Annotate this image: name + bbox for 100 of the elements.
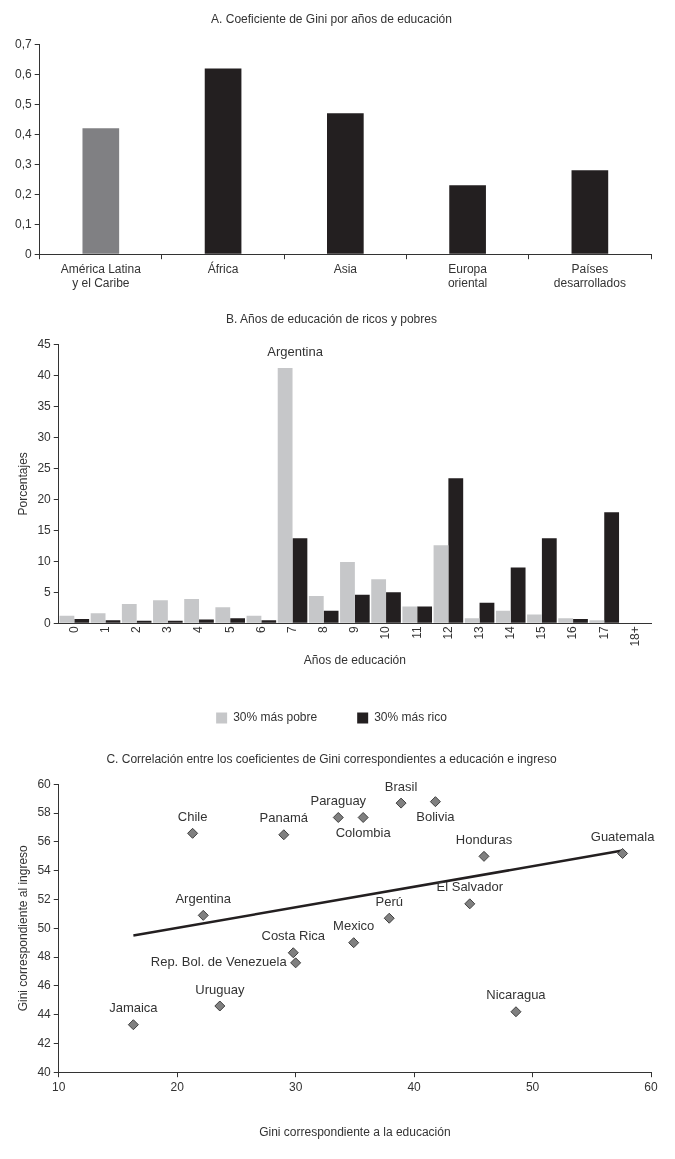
point: [197, 909, 209, 921]
x-tick-label: 20: [170, 1079, 185, 1094]
y-axis-title: Gini correspondiente al ingreso: [15, 844, 30, 1012]
x-tick-label: Europa oriental: [447, 261, 488, 291]
bar: [215, 607, 231, 623]
bar: [74, 618, 90, 623]
chart-title: A. Coeficiente de Gini por años de educación: [211, 11, 452, 26]
y-tick-label: 5: [44, 584, 52, 599]
bar: [386, 592, 401, 623]
x-tick-label: 60: [644, 1079, 658, 1094]
bar: [449, 185, 486, 254]
point: [383, 912, 395, 924]
point: [127, 1019, 139, 1031]
bar: [323, 610, 339, 623]
point: [357, 812, 369, 823]
bar: [589, 620, 605, 623]
point: [187, 827, 199, 839]
bar: [448, 478, 464, 623]
y-tick-label: 0,1: [14, 216, 32, 231]
data-label: Perú: [375, 893, 403, 909]
x-tick-label: 30: [288, 1079, 303, 1094]
bar: [59, 615, 75, 623]
bar: [495, 610, 511, 623]
data-label: Paraguay: [310, 793, 367, 809]
y-tick-label: 44: [37, 1006, 52, 1021]
bar: [571, 170, 609, 254]
x-tick-label: 4: [191, 625, 206, 633]
bar: [90, 613, 106, 623]
x-tick-label: 5: [222, 625, 237, 633]
y-tick-label: 58: [37, 805, 52, 820]
data-label: Uruguay: [195, 981, 245, 997]
y-tick-label: 56: [37, 834, 52, 849]
annotation: Argentina: [267, 343, 324, 359]
x-tick-label: América Latina y el Caribe: [60, 261, 142, 291]
x-tick-label: 50: [525, 1079, 540, 1094]
bar: [204, 68, 242, 254]
x-tick-label: 3: [160, 625, 175, 633]
bar: [340, 561, 355, 623]
x-tick-label: 7: [284, 625, 299, 633]
y-tick-label: 30: [37, 429, 52, 444]
data-label: Argentina: [175, 890, 232, 906]
point: [290, 957, 302, 969]
y-tick-label: 50: [37, 920, 52, 935]
y-tick-label: 40: [37, 1064, 52, 1079]
bar: [184, 599, 200, 623]
point: [278, 829, 290, 841]
bar: [292, 538, 308, 623]
bar: [479, 602, 495, 623]
y-tick-label: 0,2: [14, 186, 32, 201]
bar: [604, 512, 620, 623]
data-label: Colombia: [335, 825, 392, 841]
x-tick-label: 40: [407, 1079, 422, 1094]
y-tick-label: 25: [37, 460, 52, 475]
point: [287, 947, 299, 959]
data-label: El Salvador: [436, 879, 504, 895]
x-tick-label: 10: [378, 625, 393, 640]
bar: [277, 367, 293, 623]
x-tick-label: África: [207, 260, 239, 276]
bar: [558, 618, 574, 623]
y-tick-label: 10: [37, 553, 52, 568]
y-tick-label: 0,6: [14, 66, 32, 81]
y-tick-label: 0,4: [14, 126, 32, 141]
x-tick-label: 14: [503, 625, 518, 640]
point: [395, 797, 407, 809]
bar: [246, 615, 262, 623]
bar: [199, 619, 214, 623]
bar: [573, 618, 588, 623]
bar: [327, 113, 364, 254]
y-tick-label: 0: [24, 246, 32, 261]
data-label: Nicaragua: [486, 987, 547, 1003]
data-label: Honduras: [455, 831, 513, 847]
y-tick-label: 40: [37, 367, 52, 382]
point: [617, 847, 629, 859]
data-label: Bolivia: [416, 809, 456, 825]
x-tick-label: 18+: [627, 626, 642, 647]
legend-label: 30% más rico: [374, 710, 448, 725]
data-label: Guatemala: [590, 829, 656, 845]
y-tick-label: 45: [37, 336, 52, 351]
bar: [153, 600, 168, 623]
bar: [417, 606, 433, 623]
point: [429, 796, 441, 808]
y-tick-label: 0,5: [14, 96, 32, 111]
y-tick-label: 42: [37, 1035, 52, 1050]
y-tick-label: 60: [37, 776, 52, 791]
y-tick-label: 15: [37, 522, 52, 537]
data-label: Rep. Bol. de Venezuela: [150, 954, 288, 970]
bar: [230, 618, 245, 623]
point: [214, 1000, 226, 1012]
x-tick-label: Asia: [333, 261, 358, 276]
x-axis-title: Gini correspondiente a la educación: [259, 1125, 451, 1140]
bar: [541, 538, 557, 623]
bar: [121, 604, 137, 623]
point: [332, 812, 344, 823]
bar: [261, 620, 277, 623]
bar: [308, 595, 324, 623]
x-tick-label: 12: [440, 625, 455, 640]
point: [348, 937, 360, 949]
x-tick-label: 2: [128, 625, 143, 633]
y-tick-label: 48: [37, 949, 52, 964]
x-tick-label: 1: [97, 625, 112, 633]
